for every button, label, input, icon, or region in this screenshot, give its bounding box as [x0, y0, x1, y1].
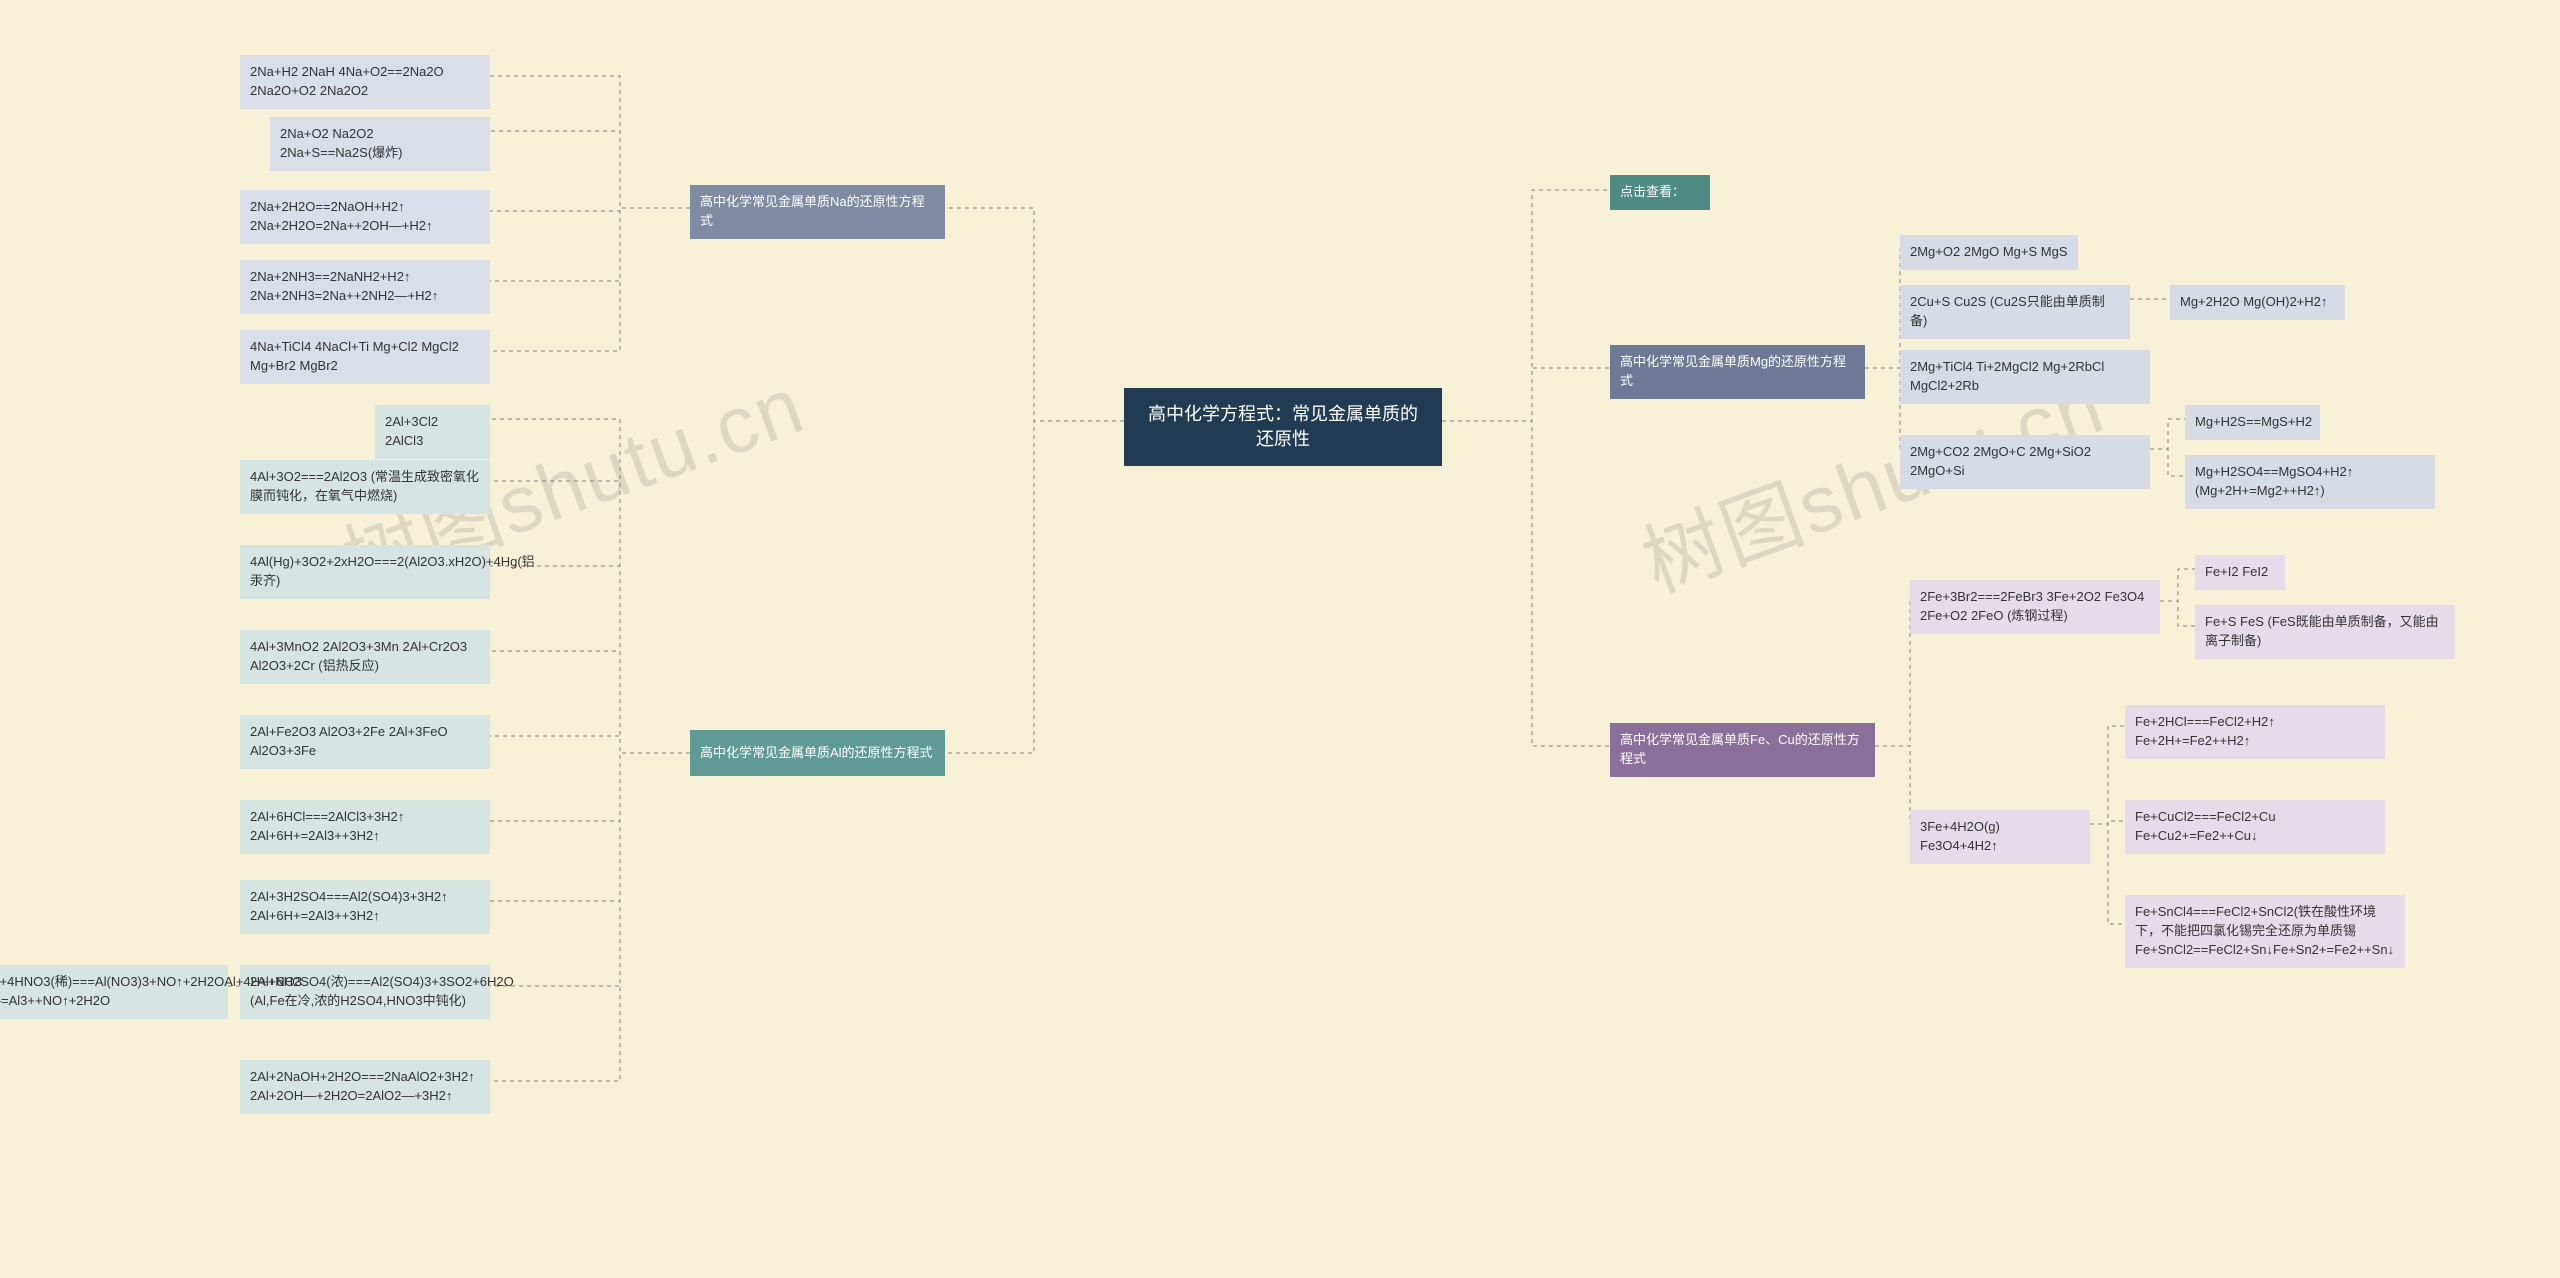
- mindmap-node[interactable]: 高中化学常见金属单质Al的还原性方程式: [690, 730, 945, 776]
- mindmap-node[interactable]: 高中化学方程式：常见金属单质的还原性: [1124, 388, 1442, 466]
- mindmap-node[interactable]: 点击查看：: [1610, 175, 1710, 210]
- mindmap-node: Fe+2HCl===FeCl2+H2↑ Fe+2H+=Fe2++H2↑: [2125, 705, 2385, 759]
- mindmap-node: 2Fe+3Br2===2FeBr3 3Fe+2O2 Fe3O4 2Fe+O2 2…: [1910, 580, 2160, 634]
- mindmap-node: 4Al+3O2===2Al2O3 (常温生成致密氧化膜而钝化，在氧气中燃烧): [240, 460, 490, 514]
- mindmap-node: 2Al+Fe2O3 Al2O3+2Fe 2Al+3FeO Al2O3+3Fe: [240, 715, 490, 769]
- mindmap-node: 3Fe+4H2O(g) Fe3O4+4H2↑: [1910, 810, 2090, 864]
- mindmap-node: Fe+I2 FeI2: [2195, 555, 2285, 590]
- mindmap-node[interactable]: 高中化学常见金属单质Fe、Cu的还原性方程式: [1610, 723, 1875, 777]
- mindmap-node[interactable]: 高中化学常见金属单质Mg的还原性方程式: [1610, 345, 1865, 399]
- mindmap-node: 4Al+3MnO2 2Al2O3+3Mn 2Al+Cr2O3 Al2O3+2Cr…: [240, 630, 490, 684]
- mindmap-node: 2Al+3Cl2 2AlCl3: [375, 405, 490, 459]
- mindmap-node: 2Mg+O2 2MgO Mg+S MgS: [1900, 235, 2078, 270]
- mindmap-node: 2Al+3H2SO4===Al2(SO4)3+3H2↑ 2Al+6H+=2Al3…: [240, 880, 490, 934]
- mindmap-node: 2Na+2NH3==2NaNH2+H2↑ 2Na+2NH3=2Na++2NH2—…: [240, 260, 490, 314]
- mindmap-node[interactable]: 高中化学常见金属单质Na的还原性方程式: [690, 185, 945, 239]
- mindmap-node: Fe+S FeS (FeS既能由单质制备，又能由离子制备): [2195, 605, 2455, 659]
- mindmap-node: Fe+SnCl4===FeCl2+SnCl2(铁在酸性环境下，不能把四氯化锡完全…: [2125, 895, 2405, 968]
- mindmap-node: 2Al+2NaOH+2H2O===2NaAlO2+3H2↑ 2Al+2OH—+2…: [240, 1060, 490, 1114]
- mindmap-node: 2Na+O2 Na2O2 2Na+S==Na2S(爆炸): [270, 117, 490, 171]
- mindmap-node: 4Al(Hg)+3O2+2xH2O===2(Al2O3.xH2O)+4Hg(铝汞…: [240, 545, 490, 599]
- mindmap-node: Fe+CuCl2===FeCl2+Cu Fe+Cu2+=Fe2++Cu↓: [2125, 800, 2385, 854]
- mindmap-node: 2Mg+TiCl4 Ti+2MgCl2 Mg+2RbCl MgCl2+2Rb: [1900, 350, 2150, 404]
- mindmap-node: Mg+H2SO4==MgSO4+H2↑ (Mg+2H+=Mg2++H2↑): [2185, 455, 2435, 509]
- mindmap-node: 2Na+2H2O==2NaOH+H2↑ 2Na+2H2O=2Na++2OH—+H…: [240, 190, 490, 244]
- mindmap-node: 4Na+TiCl4 4NaCl+Ti Mg+Cl2 MgCl2 Mg+Br2 M…: [240, 330, 490, 384]
- mindmap-node: 2Al+6HCl===2AlCl3+3H2↑ 2Al+6H+=2Al3++3H2…: [240, 800, 490, 854]
- mindmap-node: Al+4HNO3(稀)===Al(NO3)3+NO↑+2H2OAl+4H++NO…: [0, 965, 228, 1019]
- mindmap-node: Mg+H2S==MgS+H2: [2185, 405, 2320, 440]
- mindmap-node: 2Na+H2 2NaH 4Na+O2==2Na2O 2Na2O+O2 2Na2O…: [240, 55, 490, 109]
- mindmap-node: 2Mg+CO2 2MgO+C 2Mg+SiO2 2MgO+Si: [1900, 435, 2150, 489]
- mindmap-node: Mg+2H2O Mg(OH)2+H2↑: [2170, 285, 2345, 320]
- mindmap-node: 2Cu+S Cu2S (Cu2S只能由单质制备): [1900, 285, 2130, 339]
